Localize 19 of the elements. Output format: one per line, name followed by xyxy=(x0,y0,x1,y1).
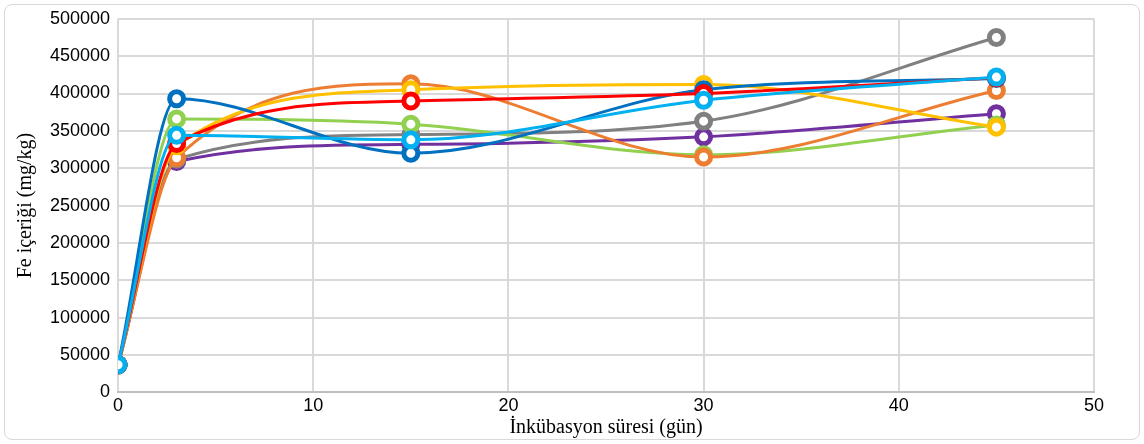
x-tick-label: 40 xyxy=(888,395,909,416)
x-tick-label: 0 xyxy=(113,395,124,416)
y-tick-label: 400000 xyxy=(49,82,111,103)
x-tick-label: 10 xyxy=(303,395,324,416)
y-tick-label: 50000 xyxy=(60,344,111,365)
x-axis-title: İnkübasyon süresi (gün) xyxy=(509,415,703,439)
x-tick-label: 20 xyxy=(498,395,519,416)
y-tick-label: 500000 xyxy=(49,7,111,28)
y-tick-label: 350000 xyxy=(49,119,111,140)
y-axis-title: Fe içeriği (mg/kg) xyxy=(13,132,37,279)
y-tick-label: 200000 xyxy=(49,231,111,252)
x-tick-label: 50 xyxy=(1083,395,1105,416)
y-tick-label: 100000 xyxy=(49,306,111,327)
y-tick-label: 300000 xyxy=(49,157,111,178)
y-tick-label: 0 xyxy=(100,381,111,402)
y-tick-label: 450000 xyxy=(49,45,111,66)
y-tick-label: 150000 xyxy=(49,269,111,290)
y-tick-label: 250000 xyxy=(49,194,111,215)
x-tick-label: 30 xyxy=(693,395,714,416)
